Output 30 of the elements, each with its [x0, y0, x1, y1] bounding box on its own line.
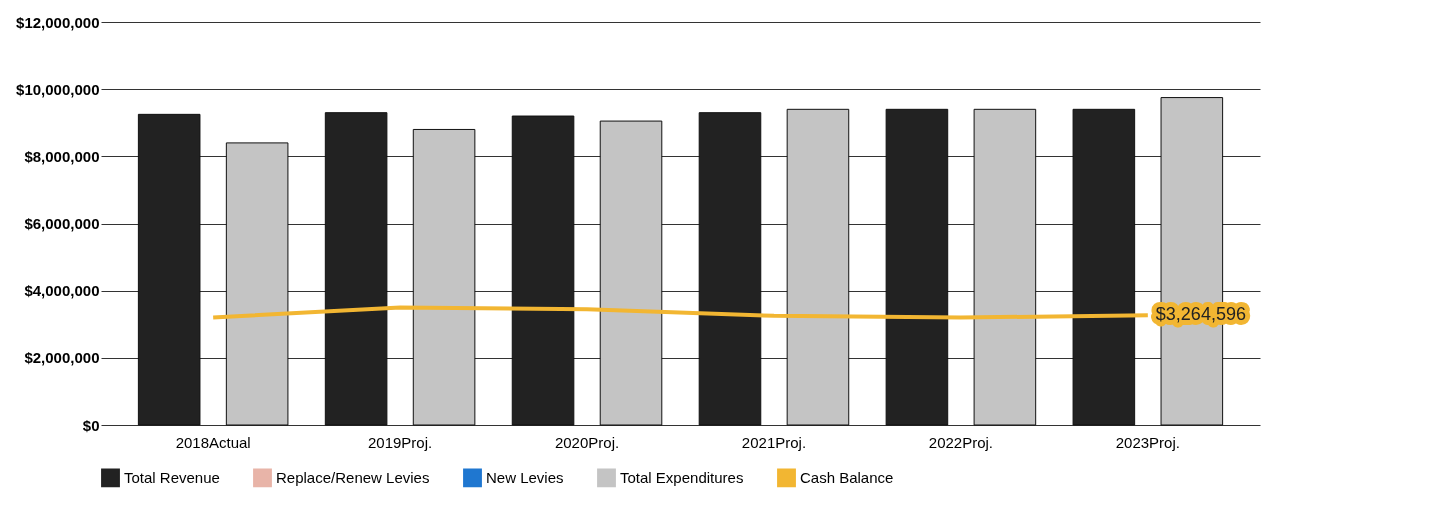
bar [1072, 108, 1136, 426]
y-tick-label: $12,000,000 [16, 13, 100, 31]
bar [225, 142, 289, 426]
y-tick-label: $6,000,000 [24, 215, 100, 232]
x-tick-label: 2022Proj. [928, 433, 994, 451]
x-tick-label: 2021Proj. [741, 433, 807, 451]
y-tick-label: $0 [82, 416, 100, 434]
bar [511, 115, 575, 426]
bar [786, 108, 850, 426]
bar [137, 113, 201, 426]
bar [973, 108, 1037, 426]
legend-label: Replace/Renew Levies [276, 468, 430, 486]
y-tick-label: $4,000,000 [24, 282, 100, 300]
x-tick-label: 2018Actual [175, 433, 251, 451]
y-tick-label: $10,000,000 [16, 80, 100, 98]
bar [412, 128, 476, 426]
bar [324, 112, 388, 426]
bar [885, 108, 949, 426]
legend-label: New Levies [486, 468, 564, 486]
bar [599, 120, 663, 426]
legend-label: Cash Balance [800, 468, 894, 486]
y-tick-label: $2,000,000 [24, 349, 100, 367]
x-tick-label: 2019Proj. [367, 433, 433, 451]
line-series [211, 305, 1150, 320]
bar [698, 112, 762, 426]
legend-label: Total Revenue [124, 468, 220, 486]
y-tick-label: $8,000,000 [24, 147, 100, 165]
x-tick-label: 2023Proj. [1115, 433, 1180, 451]
legend-label: Total Expenditures [620, 468, 744, 486]
x-tick-label: 2020Proj. [554, 433, 620, 451]
